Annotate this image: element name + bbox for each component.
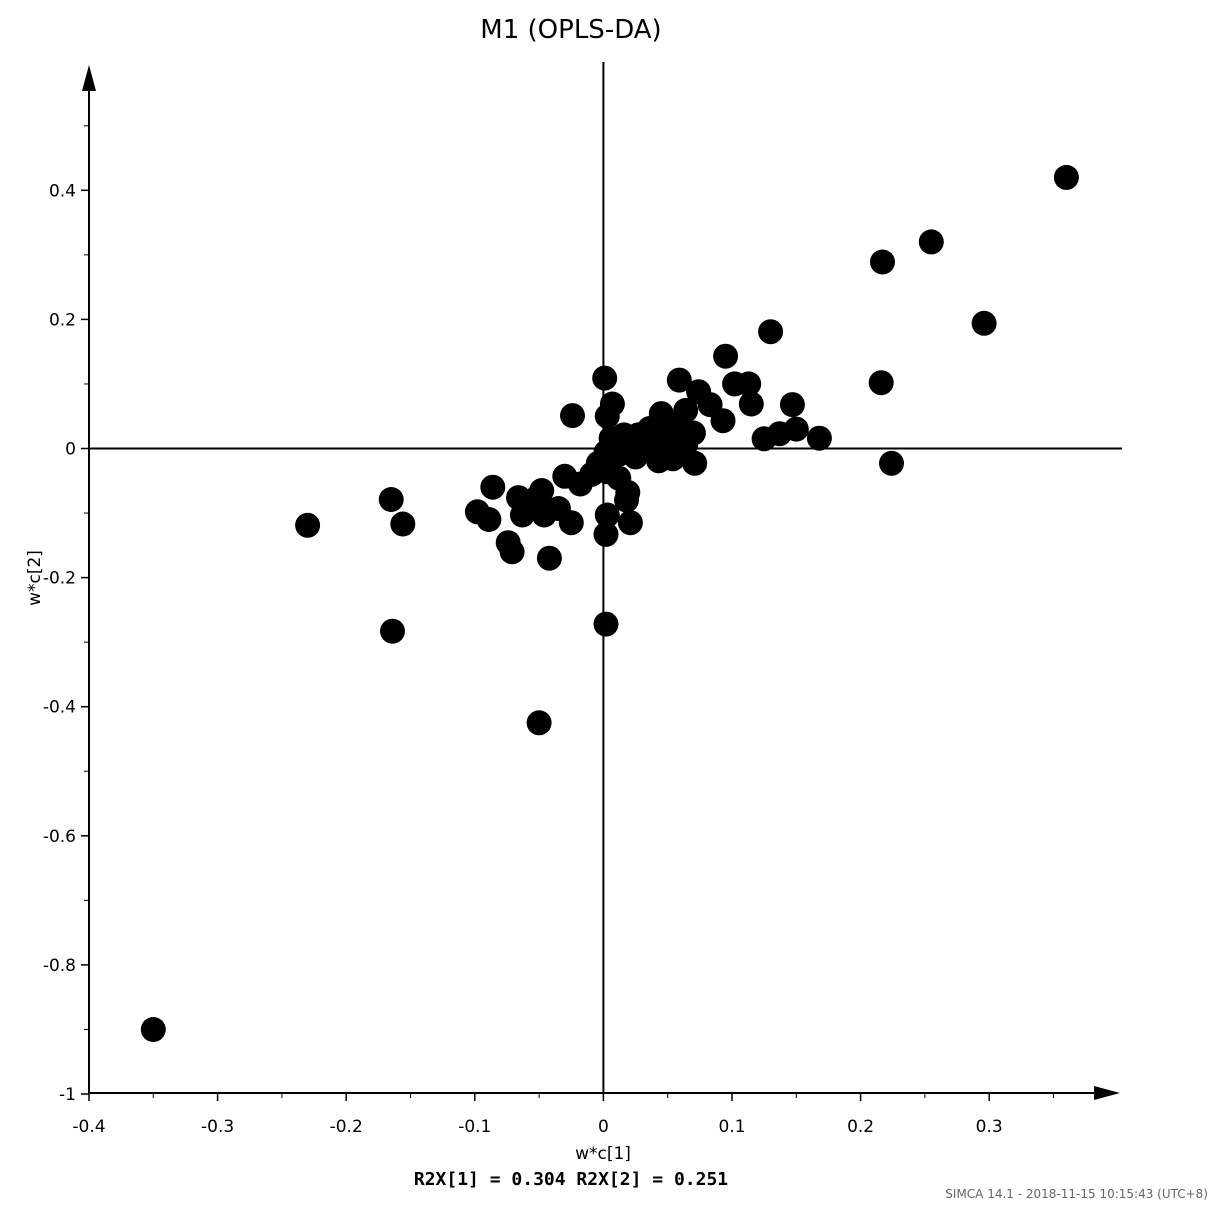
data-point — [784, 417, 809, 442]
x-tick-label: 0.2 — [847, 1117, 874, 1137]
data-point — [560, 403, 585, 428]
data-point — [390, 512, 415, 537]
x-tick-label: 0.3 — [976, 1117, 1003, 1137]
software-footer: SIMCA 14.1 - 2018-11-15 10:15:43 (UTC+8) — [945, 1187, 1208, 1201]
data-point — [972, 311, 997, 336]
data-point — [527, 710, 552, 735]
y-tick-label: -1 — [59, 1085, 76, 1105]
data-point — [682, 451, 707, 476]
data-points — [141, 165, 1079, 1042]
data-point — [1054, 165, 1079, 190]
x-tick-label: -0.1 — [458, 1117, 491, 1137]
y-tick-label: 0.4 — [49, 181, 76, 201]
data-point — [379, 487, 404, 512]
data-point — [623, 444, 648, 469]
x-axis-label: w*c[1] — [575, 1144, 631, 1164]
x-tick-label: -0.3 — [201, 1117, 234, 1137]
data-point — [879, 451, 904, 476]
x-tick-label: 0.1 — [718, 1117, 745, 1137]
x-tick-label: -0.2 — [330, 1117, 363, 1137]
data-point — [500, 539, 525, 564]
data-point — [295, 513, 320, 538]
y-axis-arrow — [82, 65, 96, 91]
y-tick-label: -0.6 — [43, 827, 76, 847]
y-tick-label: -0.2 — [43, 569, 76, 589]
data-point — [780, 392, 805, 417]
y-tick-label: 0.2 — [49, 310, 76, 330]
x-tick-label: -0.4 — [72, 1117, 105, 1137]
data-point — [711, 408, 736, 433]
data-point — [919, 229, 944, 254]
y-tick-label: -0.4 — [43, 698, 76, 718]
data-point — [480, 475, 505, 500]
data-point — [592, 366, 617, 391]
y-tick-label: 0 — [65, 440, 76, 460]
axes — [82, 62, 1122, 1100]
chart-title: M1 (OPLS-DA) — [480, 15, 661, 45]
data-point — [807, 426, 832, 451]
data-point — [713, 344, 738, 369]
data-point — [552, 464, 577, 489]
x-axis-arrow — [1094, 1086, 1120, 1100]
data-point — [476, 507, 501, 532]
y-tick-label: -0.8 — [43, 956, 76, 976]
data-point — [618, 510, 643, 535]
data-point — [594, 522, 619, 547]
x-tick-label: 0 — [598, 1117, 609, 1137]
data-point — [870, 250, 895, 275]
data-point — [532, 503, 557, 528]
r2x-annotation: R2X[1] = 0.304 R2X[2] = 0.251 — [414, 1169, 728, 1190]
data-point — [595, 404, 620, 429]
data-point — [380, 619, 405, 644]
data-point — [758, 319, 783, 344]
data-point — [739, 392, 764, 417]
data-point — [537, 546, 562, 571]
data-point — [869, 370, 894, 395]
axis-ticks: -0.4 -0.3 -0.2 -0.1 0 0.1 0.2 0.3 0.4 0.2 0 -0.2 -0.… — [43, 126, 1054, 1137]
y-axis-label: w*c[2] — [25, 550, 45, 606]
data-point — [510, 503, 535, 528]
data-point — [141, 1017, 166, 1042]
data-point — [660, 446, 685, 471]
data-point — [594, 612, 619, 637]
